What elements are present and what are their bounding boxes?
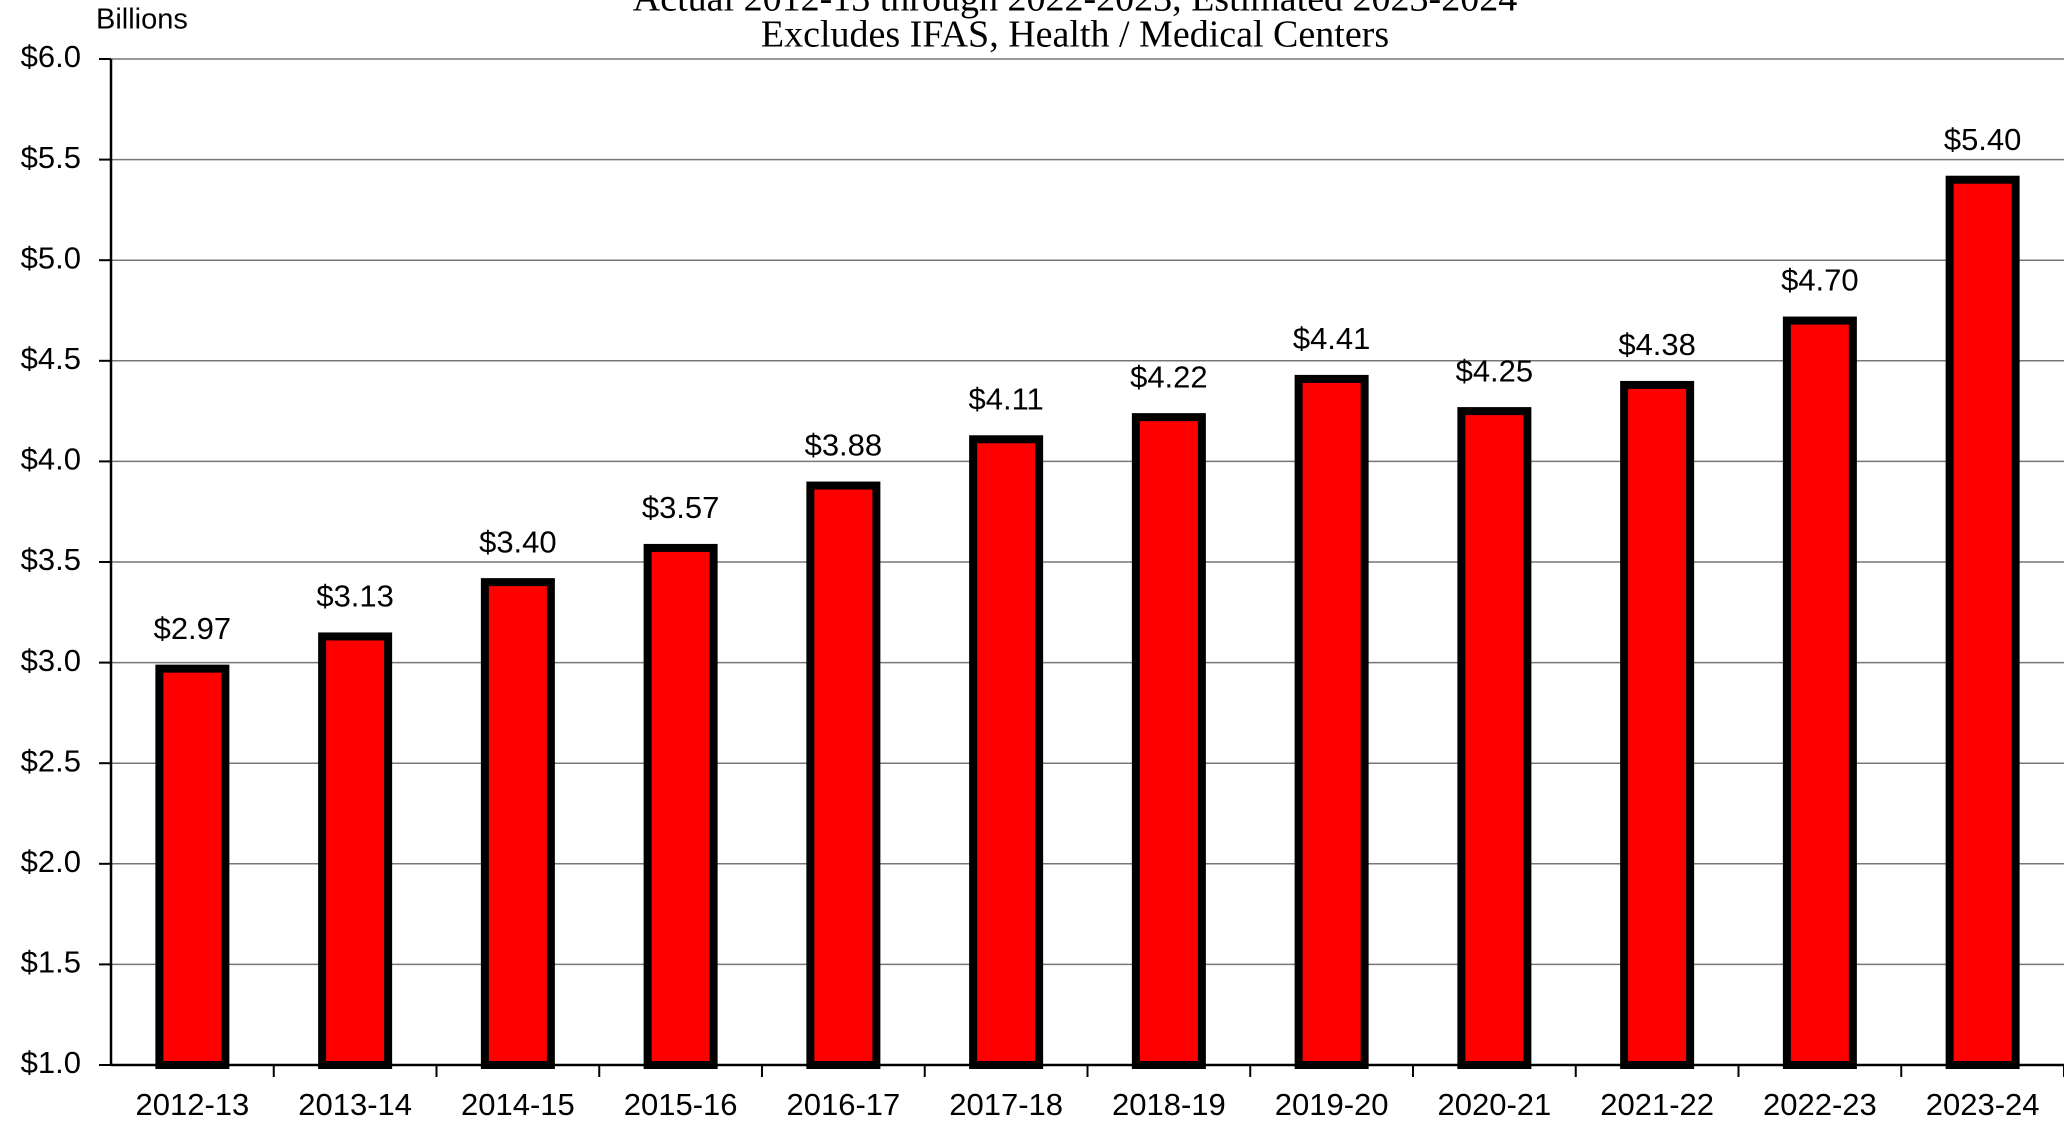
bar: [1620, 380, 1695, 1070]
bar: [1131, 413, 1206, 1069]
bar: [480, 578, 555, 1069]
data-label: $3.57: [642, 490, 720, 525]
data-label: $2.97: [154, 611, 232, 646]
data-label: $4.25: [1456, 353, 1534, 388]
y-tick-label: $4.5: [21, 341, 81, 376]
data-label: $4.38: [1618, 327, 1696, 362]
data-label: $4.11: [968, 381, 1043, 416]
data-label: $3.88: [805, 428, 883, 463]
x-tick-label: 2021-22: [1600, 1087, 1714, 1122]
x-tick-label: 2018-19: [1112, 1087, 1226, 1122]
data-label: $4.70: [1781, 263, 1859, 298]
bar: [1457, 407, 1532, 1070]
data-label: $3.13: [316, 579, 394, 614]
x-tick-label: 2017-18: [949, 1087, 1063, 1122]
x-tick-label: 2016-17: [786, 1087, 900, 1122]
x-tick-label: 2015-16: [624, 1087, 738, 1122]
bar: [318, 632, 393, 1069]
y-tick-label: $3.0: [21, 643, 81, 678]
y-tick-label: $2.5: [21, 743, 81, 778]
bar: [806, 481, 881, 1069]
y-tick-label: $2.0: [21, 844, 81, 879]
data-label: $5.40: [1944, 122, 2022, 157]
y-tick-label: $3.5: [21, 542, 81, 577]
y-tick-label: $4.0: [21, 442, 81, 477]
bar: [969, 435, 1044, 1069]
chart-title: Actual 2012-13 through 2022-2023, Estima…: [633, 0, 1517, 20]
x-tick-label: 2020-21: [1437, 1087, 1551, 1122]
y-axis-label: Billions: [96, 4, 188, 36]
data-label: $4.22: [1130, 359, 1208, 394]
y-tick-label: $5.5: [21, 140, 81, 175]
bar: [1945, 175, 2020, 1070]
chart-subtitle: Excludes IFAS, Health / Medical Centers: [761, 14, 1389, 56]
y-tick-label: $6.0: [21, 39, 81, 74]
data-label: $4.41: [1293, 321, 1371, 356]
y-tick-label: $1.0: [21, 1045, 81, 1080]
bar: [643, 543, 718, 1069]
bar: [1294, 374, 1369, 1069]
x-tick-label: 2022-23: [1763, 1087, 1877, 1122]
x-tick-label: 2012-13: [135, 1087, 249, 1122]
bar: [1782, 316, 1857, 1069]
x-tick-label: 2013-14: [298, 1087, 412, 1122]
x-tick-label: 2014-15: [461, 1087, 575, 1122]
y-tick-label: $1.5: [21, 945, 81, 980]
x-tick-label: 2019-20: [1275, 1087, 1389, 1122]
data-label: $3.40: [479, 524, 557, 559]
y-tick-label: $5.0: [21, 240, 81, 275]
bar: [155, 664, 230, 1069]
x-tick-label: 2023-24: [1926, 1087, 2040, 1122]
